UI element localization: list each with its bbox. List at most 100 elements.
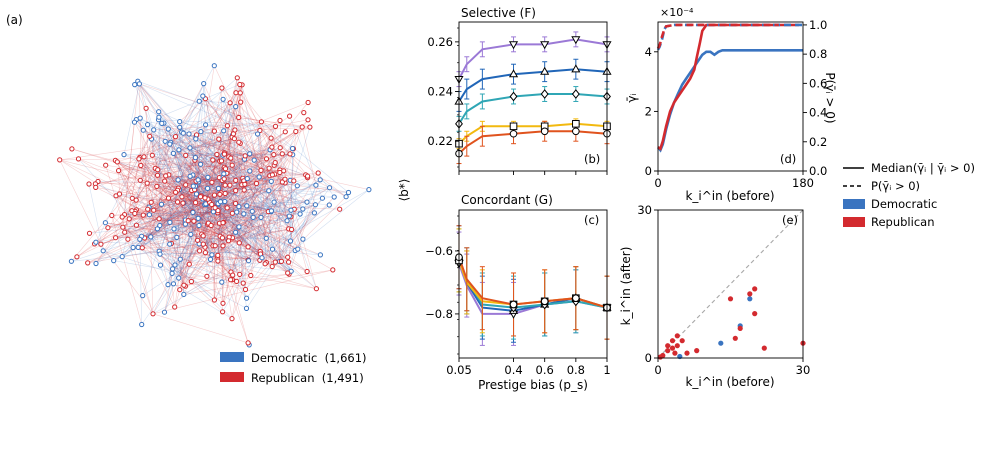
network-edge <box>203 211 253 245</box>
network-edge <box>279 147 281 262</box>
network-node <box>193 136 199 142</box>
network-edge <box>252 211 289 230</box>
network-edge <box>320 179 347 197</box>
network-edge <box>71 148 118 163</box>
network-node <box>237 81 243 88</box>
network-node <box>217 191 223 197</box>
network-edge <box>281 196 347 262</box>
network-node <box>305 173 311 179</box>
network-node <box>234 75 240 81</box>
network-edge <box>288 209 295 263</box>
network-node <box>278 258 284 264</box>
network-node <box>162 138 168 144</box>
marker-diamond <box>540 89 549 99</box>
network-edge <box>225 168 284 172</box>
network-node <box>241 187 247 193</box>
network-node <box>181 282 187 288</box>
network-node <box>180 200 186 206</box>
network-node <box>177 256 183 262</box>
network-node <box>157 251 163 257</box>
network-edge <box>136 203 206 226</box>
network-node <box>176 275 182 281</box>
network-edge <box>216 138 235 155</box>
network-edge <box>244 182 275 203</box>
network-edge <box>235 180 263 258</box>
network-edge <box>180 178 244 260</box>
network-edge <box>222 99 250 154</box>
network-node <box>326 202 332 208</box>
network-edge <box>290 148 293 242</box>
network-edge <box>208 204 316 224</box>
network-edge <box>117 161 133 199</box>
panel-c-frame <box>458 209 608 359</box>
network-edge <box>317 172 335 198</box>
network-node <box>125 236 131 242</box>
network-edge <box>159 201 308 220</box>
network-edge <box>228 156 288 274</box>
network-edge <box>158 129 236 219</box>
network-edge <box>230 279 249 343</box>
network-node <box>258 214 264 220</box>
network-node <box>202 195 208 201</box>
network-edge <box>157 175 222 194</box>
network-edge <box>181 168 226 198</box>
y-tick-label: −0.6 <box>425 244 453 258</box>
network-edge <box>105 164 199 181</box>
network-node <box>263 156 270 162</box>
network-node <box>196 98 202 104</box>
network-edge <box>145 108 154 314</box>
panel-d-right-axis-label: P(γ̄ᵢ > 0) <box>823 72 837 123</box>
network-edge <box>153 129 245 183</box>
scatter-point-republican <box>665 343 671 349</box>
network-edge <box>124 214 154 314</box>
network-node <box>230 131 236 137</box>
network-node <box>197 248 203 254</box>
median-line-republican <box>657 23 799 151</box>
network-edge <box>205 124 225 174</box>
network-node <box>167 219 173 225</box>
right-y-tick-label: 1.0 <box>809 18 827 32</box>
network-edge <box>231 84 243 166</box>
network-node <box>165 282 171 288</box>
network-node <box>169 270 175 276</box>
panel-b-label: (b) <box>584 152 600 166</box>
network-node <box>121 152 127 158</box>
network-edge <box>227 125 232 159</box>
network-node <box>148 199 154 205</box>
network-edge <box>185 201 308 221</box>
network-node <box>175 199 181 205</box>
network-edge <box>222 237 224 304</box>
panel-e-scatter: 0 30 0 30 (e) k_i^in (after) k_i^in (before… <box>619 203 810 389</box>
network-edge <box>59 157 196 161</box>
network-edge <box>259 130 291 155</box>
network-edge <box>95 241 170 245</box>
network-edge <box>214 65 292 230</box>
network-node <box>195 237 201 243</box>
network-edge <box>136 119 233 138</box>
network-edge <box>139 118 148 210</box>
network-edge <box>128 123 163 219</box>
network-edge <box>143 214 190 265</box>
shared-x-axis-label: Prestige bias (p_s) <box>478 378 588 392</box>
network-edge <box>137 80 239 118</box>
network-edge <box>175 192 185 295</box>
network-node <box>181 291 187 297</box>
network-node <box>337 206 343 212</box>
network-edge <box>173 204 207 230</box>
network-edge <box>103 250 173 274</box>
network-node <box>146 212 152 218</box>
network-node <box>220 309 226 315</box>
network-node <box>133 222 139 228</box>
network-edge <box>139 83 258 135</box>
network-edge <box>194 149 271 161</box>
network-node <box>180 130 186 136</box>
network-edge <box>181 196 185 295</box>
network-edge <box>220 192 249 261</box>
network-node <box>224 123 230 129</box>
network-edge <box>123 83 140 155</box>
network-node <box>220 220 226 226</box>
network-node <box>293 128 299 135</box>
network-edge <box>136 133 184 210</box>
network-edge <box>139 157 196 187</box>
network-node <box>137 115 143 121</box>
